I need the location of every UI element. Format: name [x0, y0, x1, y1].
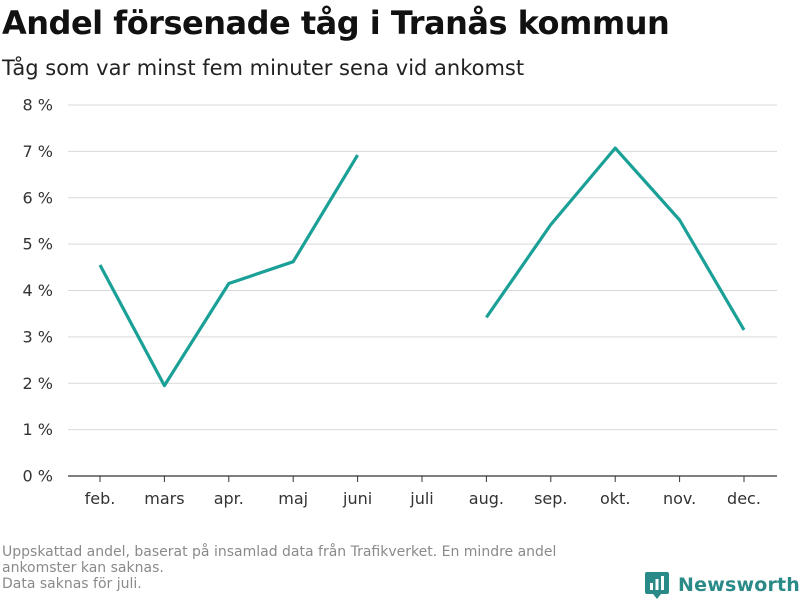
y-tick-label: 8 %: [23, 96, 53, 115]
x-tick-label: feb.: [85, 489, 116, 508]
y-tick-label: 5 %: [23, 235, 53, 254]
brand-name: Newsworthy: [678, 574, 800, 596]
x-tick-label: juli: [409, 489, 433, 508]
x-tick-label: mars: [144, 489, 184, 508]
y-tick-label: 6 %: [23, 188, 53, 207]
x-tick-label: aug.: [469, 489, 504, 508]
footnote-line: Uppskattad andel, baserat på insamlad da…: [2, 544, 557, 560]
y-tick-label: 0 %: [23, 467, 53, 486]
x-tick-label: apr.: [214, 489, 244, 508]
x-tick-label: sep.: [534, 489, 567, 508]
y-tick-label: 7 %: [23, 142, 53, 161]
x-tick-label: juni: [342, 489, 372, 508]
y-tick-label: 1 %: [23, 420, 53, 439]
x-axis-tick-labels: feb. mars apr. maj juni juli aug. sep. okt. nov. d…: [85, 476, 761, 508]
line-chart: 0 % 1 % 2 % 3 % 4 % 5 % 6 % 7 % 8 % feb. mars apr.…: [23, 96, 777, 508]
y-tick-label: 2 %: [23, 374, 53, 393]
chart-subtitle: Tåg som var minst fem minuter sena vid a…: [2, 56, 525, 80]
series-lines: [98, 146, 746, 388]
chart-title: Andel försenade tåg i Tranås kommun: [2, 4, 670, 42]
footnote: Uppskattad andel, baserat på insamlad da…: [2, 544, 642, 592]
x-tick-label: maj: [278, 489, 308, 508]
series-line-segment: [485, 146, 746, 331]
y-tick-label: 4 %: [23, 281, 53, 300]
footnote-line: Data saknas för juli.: [2, 576, 142, 592]
series-line-segment: [98, 154, 359, 388]
brand-logo: Newsworthy: [644, 568, 800, 602]
footnote-line: ankomster kan saknas.: [2, 560, 164, 576]
y-tick-label: 3 %: [23, 327, 53, 346]
grid-lines: [68, 104, 777, 477]
x-tick-label: dec.: [727, 489, 761, 508]
y-axis-tick-labels: 0 % 1 % 2 % 3 % 4 % 5 % 6 % 7 % 8 %: [23, 96, 53, 486]
x-tick-label: okt.: [600, 489, 630, 508]
newsworthy-logo-icon: [645, 572, 669, 599]
x-tick-label: nov.: [663, 489, 696, 508]
